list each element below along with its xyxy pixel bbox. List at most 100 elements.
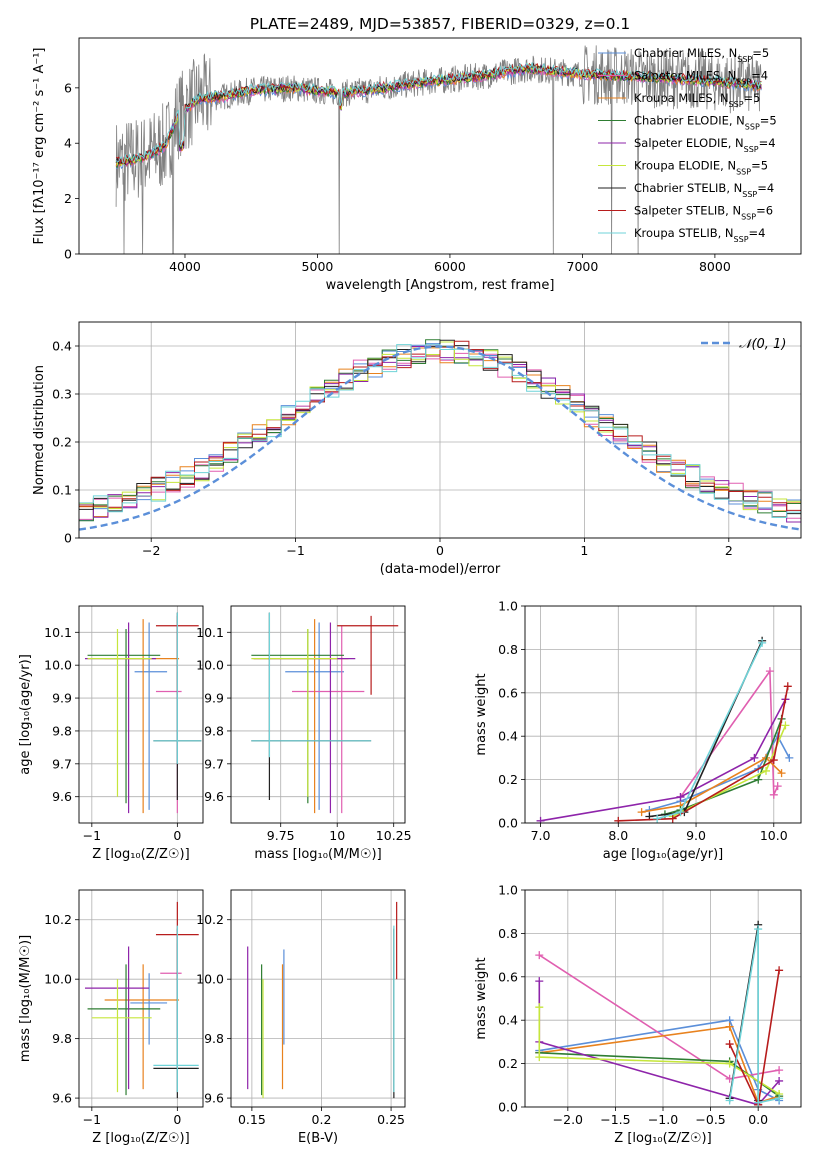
axes-frame [78, 321, 802, 539]
y-axis-label: mass weight [474, 673, 489, 755]
axes-frame [78, 37, 802, 255]
legend-entry-label: Kroupa ELODIE, NSSP=5 [634, 159, 768, 177]
data-point-marker [762, 766, 771, 775]
y-tick-label: 0.2 [498, 772, 518, 787]
y-tick-label: 9.9 [204, 691, 224, 706]
data-point-marker [536, 816, 545, 823]
legend-entry-label: Salpeter STELIB, NSSP=6 [634, 204, 773, 222]
y-tick-label: 0.4 [498, 729, 518, 744]
x-tick-label: 0.25 [377, 1112, 405, 1127]
data-point-marker [769, 756, 778, 765]
legend-entry-label: 𝒩(0, 1) [739, 337, 786, 352]
y-axis-label: age [log₁₀(age/yr)] [18, 654, 33, 775]
y-tick-label: 9.7 [52, 756, 72, 771]
mass-weight-line [656, 642, 763, 820]
histogram-steps [79, 340, 801, 511]
chart-spectrum: 4000 5000 6000 7000 8000 0 2 4 6 wavelength [Angs… [32, 37, 802, 293]
y-tick-label: 0.2 [498, 1056, 518, 1071]
y-tick-label: 0.1 [52, 483, 72, 498]
data-point-marker [754, 1098, 763, 1107]
y-tick-label: 9.8 [204, 1031, 224, 1046]
y-tick-label: 0.3 [52, 387, 72, 402]
y-tick-label: 0 [64, 247, 72, 262]
chart-mass-weight-vs-Z: −2.0 −1.5 −1.0 −0.5 0.0 0.0 0.2 0.4 0.6 0.8 1.0 Z [… [474, 883, 802, 1146]
x-tick-label: −1.0 [648, 1112, 678, 1127]
data-point-marker [676, 808, 685, 817]
y-axis-label: mass [log₁₀(M/M☉)] [18, 935, 33, 1062]
x-tick-label: −1.5 [600, 1112, 630, 1127]
x-tick-label: 4000 [169, 259, 201, 274]
plot-area [525, 890, 801, 1107]
data-point-marker [754, 775, 763, 784]
y-tick-label: 4 [64, 136, 72, 151]
axes-frame [230, 605, 406, 824]
y-tick-label: 10.2 [196, 912, 224, 927]
data-point-marker [773, 782, 782, 791]
mass-weight-line [539, 1025, 780, 1104]
axes-frame [524, 889, 802, 1108]
y-tick-label: 10.0 [196, 658, 224, 673]
y-tick-label: 0.4 [52, 339, 72, 354]
plot-area [79, 322, 801, 538]
y-tick-label: 0.8 [498, 926, 518, 941]
x-tick-label: 10.0 [760, 828, 788, 843]
x-tick-label: −1 [83, 828, 101, 843]
data-point-marker [781, 721, 790, 730]
model-spectrum-line [115, 62, 762, 163]
y-tick-label: 0.6 [498, 969, 518, 984]
plot-area [79, 890, 203, 1107]
chart-mass-weight-vs-age: 7.0 8.0 9.0 10.0 0.0 0.2 0.4 0.6 0.8 1.0 age [log₁… [474, 599, 802, 862]
x-tick-label: 0 [436, 543, 444, 558]
data-point-marker [775, 1066, 784, 1075]
x-tick-label: 8000 [699, 259, 731, 274]
axes-frame [78, 889, 204, 1108]
mass-weight-line [618, 686, 789, 822]
chart-mass-vs-EBV: 0.15 0.2 0.25 9.6 9.8 10.0 10.2 E(B-V) [196, 889, 406, 1146]
data-point-marker [758, 638, 767, 647]
x-tick-label: 2 [725, 543, 733, 558]
mass-weight-line [538, 1007, 780, 1095]
mass-weight-line [728, 928, 780, 1104]
data-point-marker [653, 814, 662, 823]
normal-distribution-curve [79, 345, 801, 531]
x-tick-label: 5000 [302, 259, 334, 274]
y-tick-label: 0.0 [498, 1100, 518, 1115]
x-axis-label: age [log₁₀(age/yr)] [603, 847, 724, 862]
y-tick-label: 10.1 [196, 625, 224, 640]
y-tick-label: 10.0 [44, 658, 72, 673]
y-tick-label: 0.6 [498, 685, 518, 700]
x-axis-label: mass [log₁₀(M/M☉)] [254, 847, 381, 862]
data-point-marker [668, 814, 677, 823]
chart-residual-histogram: −2 −1 0 1 2 0 0.1 0.2 0.3 0.4 (data-model)/error No… [32, 321, 802, 577]
y-tick-label: 9.8 [52, 723, 72, 738]
x-axis-label: wavelength [Angstrom, rest frame] [326, 278, 555, 293]
y-tick-label: 9.6 [52, 789, 72, 804]
x-tick-label: 9.75 [267, 828, 295, 843]
data-point-marker [725, 1040, 734, 1049]
plot-area [231, 890, 405, 1107]
data-point-marker [775, 1094, 784, 1103]
legend-entry-label: Kroupa MILES, NSSP=5 [634, 91, 760, 109]
x-axis-label: E(B-V) [298, 1131, 338, 1146]
y-tick-label: 10.0 [196, 972, 224, 987]
data-point-marker [614, 816, 623, 823]
x-tick-label: 8.0 [608, 828, 628, 843]
axes-frame [78, 605, 204, 824]
plot-area [79, 606, 203, 823]
y-tick-label: 0 [64, 531, 72, 546]
y-tick-label: 9.9 [52, 691, 72, 706]
x-tick-label: −1 [286, 543, 304, 558]
y-tick-label: 1.0 [498, 883, 518, 898]
mass-weight-line [539, 1019, 780, 1102]
x-axis-label: Z [log₁₀(Z/Z☉)] [92, 847, 189, 862]
data-point-marker [775, 1076, 784, 1085]
data-point-marker [535, 951, 544, 960]
y-axis-label: Flux [fλ10⁻¹⁷ erg cm⁻² s⁻¹ A⁻¹] [32, 48, 47, 245]
legend-entry-label: Salpeter ELODIE, NSSP=4 [634, 136, 776, 154]
x-tick-label: 10.25 [376, 828, 412, 843]
legend-entry-label: Kroupa STELIB, NSSP=4 [634, 226, 765, 244]
x-tick-label: −2 [142, 543, 160, 558]
plot-area [525, 606, 801, 823]
mass-weight-line [664, 718, 783, 816]
